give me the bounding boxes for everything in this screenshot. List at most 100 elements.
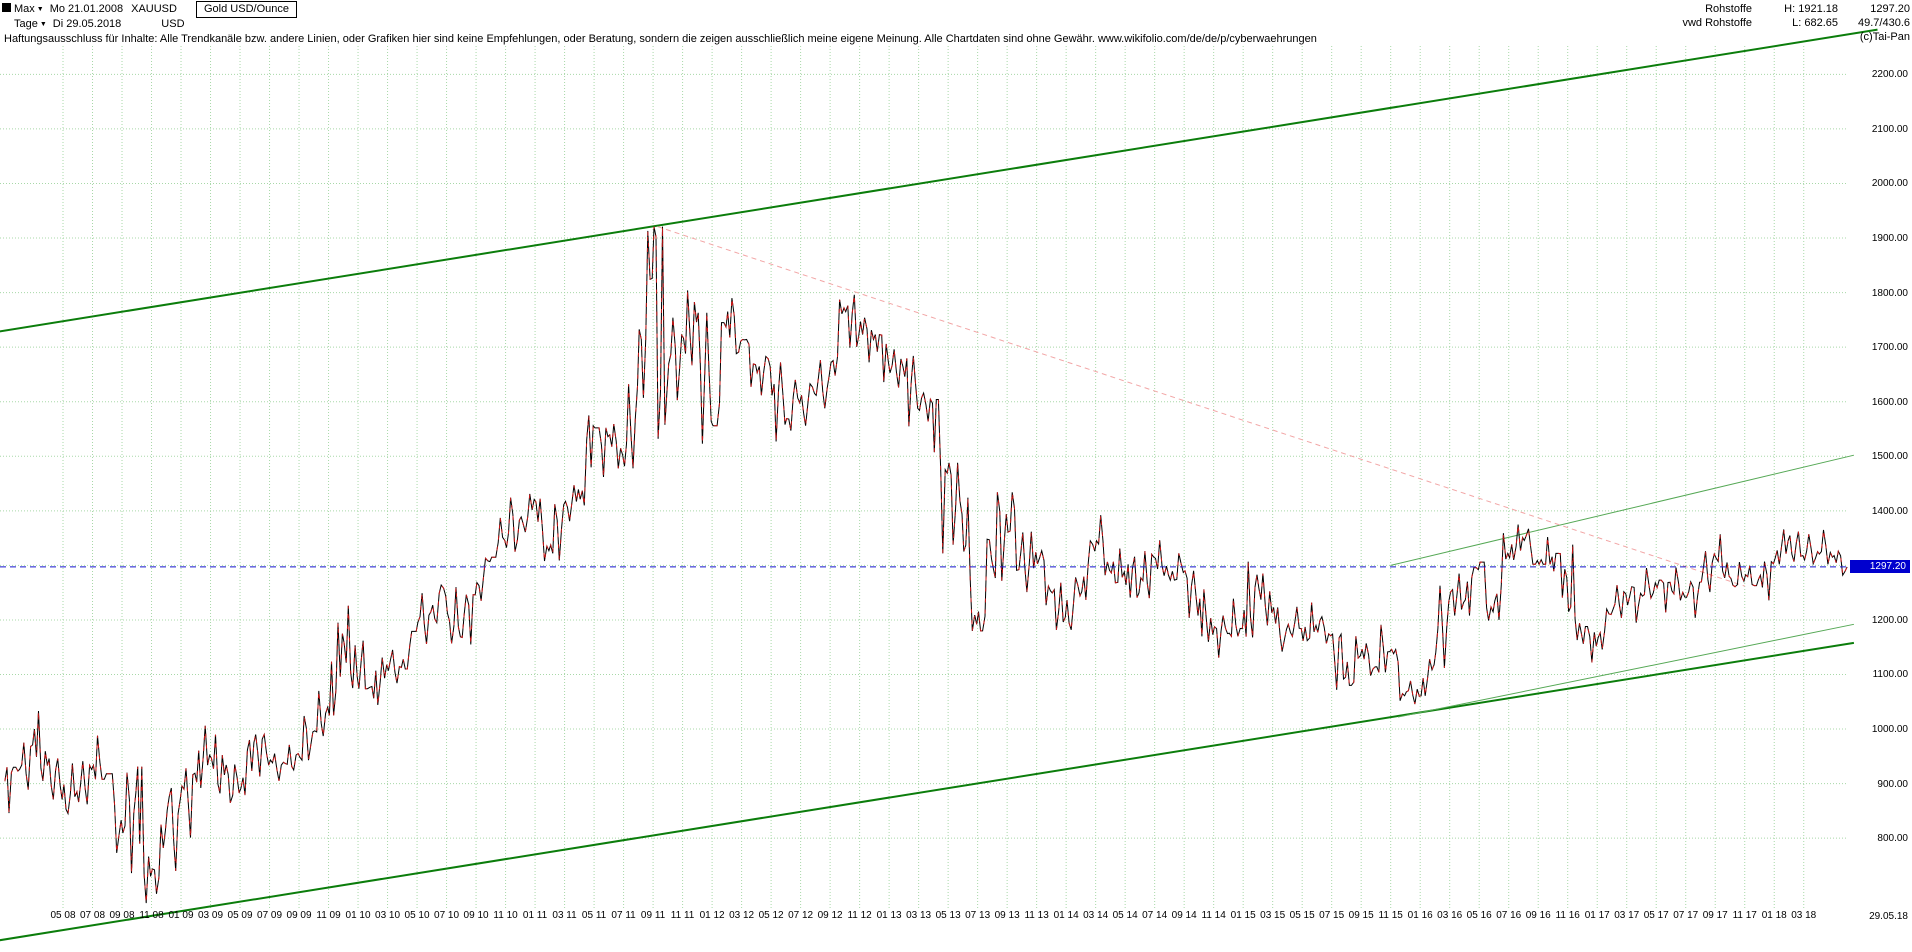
y-axis-label: 1900.00 (1871, 233, 1908, 245)
x-axis-label: 05 15 (1289, 910, 1315, 921)
x-axis-label: 03 11 (552, 910, 577, 921)
x-axis-label: 11 15 (1378, 910, 1403, 921)
y-axis-label: 1800.00 (1871, 287, 1908, 299)
currency-label: USD (161, 18, 185, 30)
x-axis-label: 05 13 (935, 910, 961, 921)
y-axis-label: 1400.00 (1871, 505, 1908, 517)
x-axis-label: 09 17 (1702, 910, 1728, 921)
minor-channel-upper-trendline (1390, 454, 1855, 566)
period-selector-label: Tage (14, 18, 38, 30)
y-axis-label: 1200.00 (1871, 614, 1908, 626)
instrument-info-panel: Rohstoffe H: 1921.18 1297.20 vwd Rohstof… (1626, 2, 1910, 44)
x-axis-label: 03 15 (1260, 910, 1286, 921)
x-axis-label: 07 14 (1142, 910, 1168, 921)
chart-start-date: Mo 21.01.2008 (49, 3, 124, 15)
x-axis-label: 05 09 (227, 910, 253, 921)
header-row-1: Max ▼ Mo 21.01.2008 XAUUSD (14, 2, 177, 16)
x-axis-label: 09 10 (463, 910, 489, 921)
period-high: H: 1921.18 (1784, 3, 1838, 15)
window-icon (2, 3, 11, 12)
x-axis-label: 09 13 (994, 910, 1020, 921)
x-axis-label: 01 17 (1584, 910, 1610, 921)
y-axis-label: 1000.00 (1871, 724, 1908, 736)
x-axis-label: 11 13 (1024, 910, 1049, 921)
x-axis-label: 05 11 (581, 910, 607, 921)
x-axis-label: 09 16 (1525, 910, 1551, 921)
y-axis-label: 1700.00 (1871, 342, 1908, 354)
x-axis-label: 01 14 (1053, 910, 1079, 921)
x-axis-label: 07 13 (965, 910, 991, 921)
x-axis-label: 01 13 (876, 910, 902, 921)
x-axis-label: 01 18 (1761, 910, 1787, 921)
x-axis-label: 11 08 (139, 910, 164, 921)
x-axis-label: 03 17 (1614, 910, 1640, 921)
x-axis-label: 01 11 (522, 910, 548, 921)
x-axis-label: 01 09 (168, 910, 194, 921)
data-provider: vwd Rohstoffe (1682, 17, 1752, 29)
price-series-path (4, 226, 1848, 904)
x-axis-label: 11 11 (670, 910, 695, 921)
y-axis-label: 2100.00 (1871, 123, 1908, 135)
x-axis-label: 05 14 (1112, 910, 1138, 921)
stat-value: 49.7/430.6 (1858, 17, 1910, 29)
y-axis-label: 2000.00 (1871, 178, 1908, 190)
header-row-2: Tage ▼ Di 29.05.2018 USD (14, 17, 185, 31)
y-axis-label: 2200.00 (1871, 69, 1908, 81)
x-axis-label: 05 17 (1643, 910, 1669, 921)
x-axis-label: 11 17 (1732, 910, 1757, 921)
price-series-down-candles (4, 226, 1848, 904)
info-row-1: Rohstoffe H: 1921.18 1297.20 (1626, 2, 1910, 16)
instrument-symbol: XAUUSD (131, 3, 177, 15)
info-row-3: (c)Tai-Pan (1626, 30, 1910, 44)
resistance-from-2011-high-trendline (657, 226, 1745, 587)
y-axis-label: 1100.00 (1872, 669, 1908, 681)
y-axis-label: 800.00 (1877, 833, 1908, 845)
channel-upper-trendline (0, 28, 1878, 333)
x-axis-label: 03 14 (1083, 910, 1109, 921)
x-axis-label: 11 10 (493, 910, 518, 921)
x-axis-label: 11 12 (847, 910, 872, 921)
instrument-title-box[interactable]: Gold USD/Ounce (196, 1, 297, 18)
x-axis-label: 11 09 (316, 910, 341, 921)
last-price: 1297.20 (1870, 3, 1910, 15)
copyright-label: (c)Tai-Pan (1859, 31, 1910, 43)
current-price-tag: 1297.20 (1850, 559, 1910, 573)
range-selector-dropdown[interactable]: Max ▼ (14, 3, 44, 15)
x-axis-label: 09 08 (109, 910, 135, 921)
x-axis-label: 07 09 (257, 910, 283, 921)
x-axis-label: 07 16 (1496, 910, 1522, 921)
x-axis-label: 03 09 (198, 910, 224, 921)
x-axis-label: 07 11 (611, 910, 636, 921)
minor-channel-lower-trendline (1397, 623, 1855, 718)
x-axis-label: 07 10 (434, 910, 460, 921)
x-axis-label: 03 16 (1437, 910, 1463, 921)
x-axis-label: 07 17 (1673, 910, 1699, 921)
chart-end-date: Di 29.05.2018 (52, 18, 122, 30)
x-axis-label: 11 14 (1201, 910, 1226, 921)
x-axis-label: 05 16 (1466, 910, 1492, 921)
x-axis-label: 07 15 (1319, 910, 1345, 921)
y-axis-label: 1500.00 (1871, 451, 1908, 463)
x-axis-label: 05 12 (758, 910, 784, 921)
x-axis-label: 11 16 (1555, 910, 1580, 921)
range-selector-label: Max (14, 3, 35, 15)
instrument-group: Rohstoffe (1705, 3, 1752, 15)
info-row-2: vwd Rohstoffe L: 682.65 49.7/430.6 (1626, 16, 1910, 30)
x-axis-label: 09 15 (1348, 910, 1374, 921)
period-selector-dropdown[interactable]: Tage ▼ (14, 18, 47, 30)
x-axis-label: 01 15 (1230, 910, 1256, 921)
x-axis-label: 03 13 (906, 910, 932, 921)
chevron-down-icon: ▼ (36, 5, 44, 13)
x-axis-label: 03 10 (375, 910, 401, 921)
y-axis-label: 900.00 (1877, 778, 1908, 790)
period-low: L: 682.65 (1792, 17, 1838, 29)
y-axis-label: 1600.00 (1871, 396, 1908, 408)
x-axis-label: 09 12 (817, 910, 843, 921)
x-axis-label: 01 16 (1407, 910, 1433, 921)
x-axis-label: 05 10 (404, 910, 430, 921)
chevron-down-icon: ▼ (39, 20, 47, 28)
x-axis-label: 01 10 (345, 910, 371, 921)
x-axis-label: 09 11 (640, 910, 666, 921)
